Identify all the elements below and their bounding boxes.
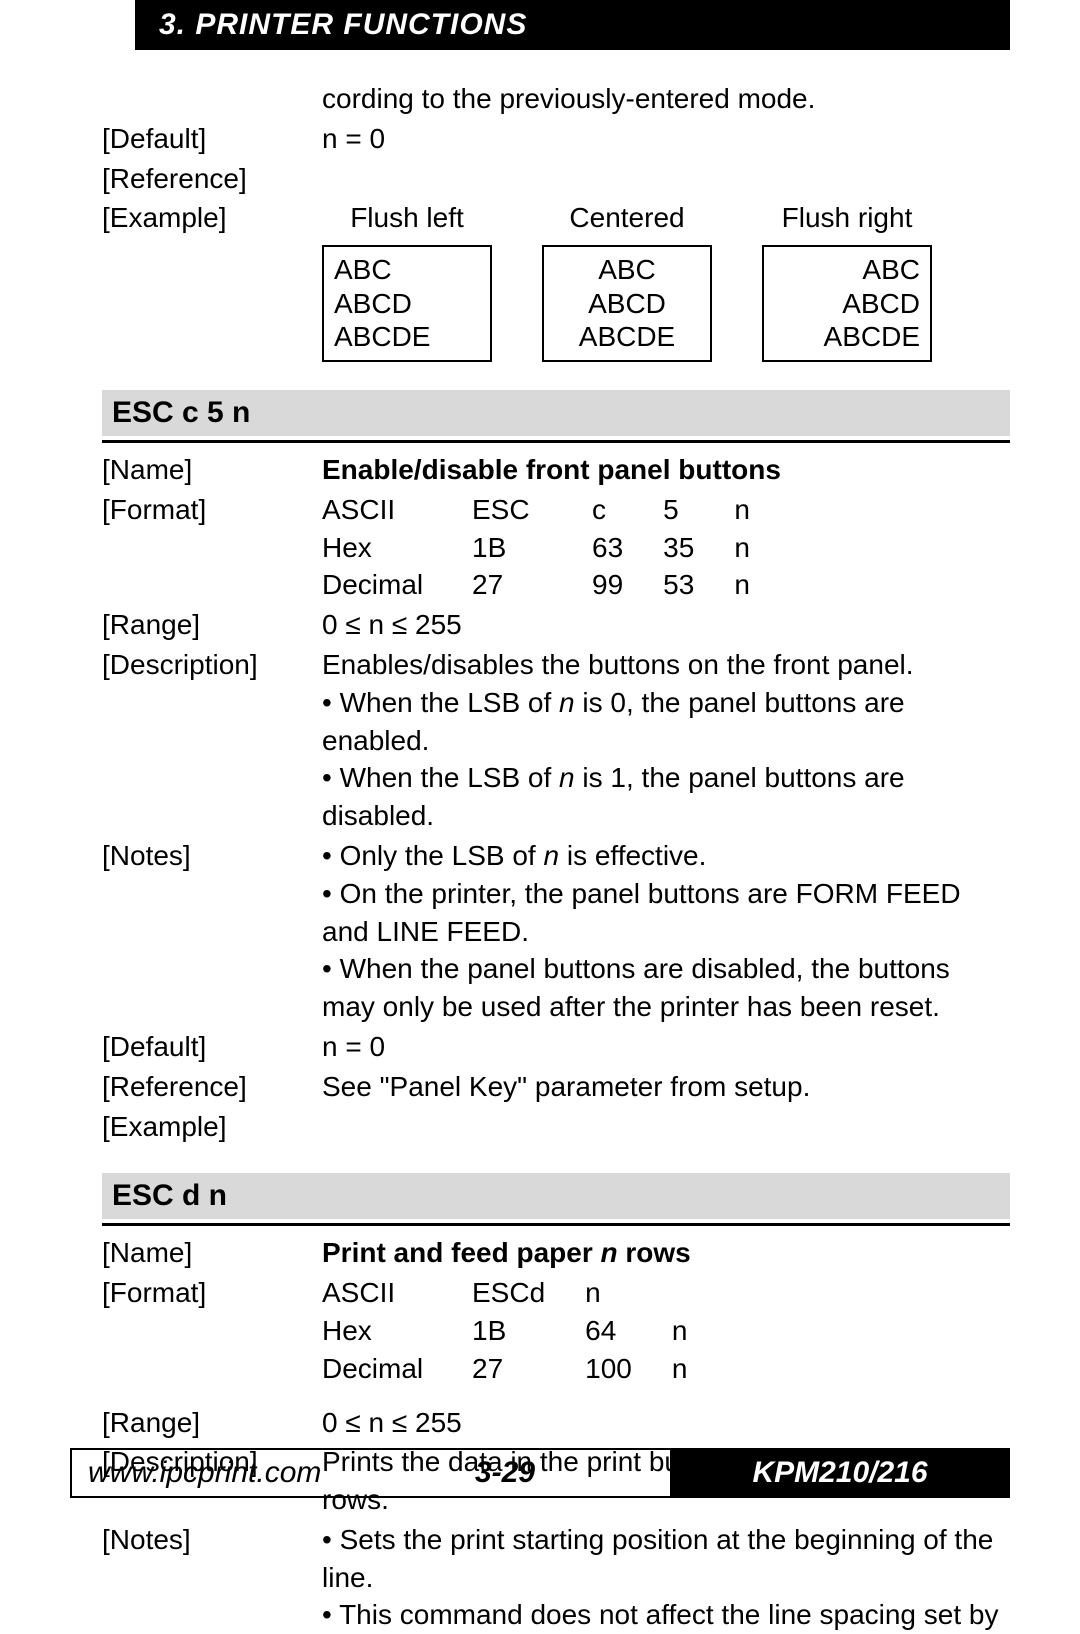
example-label-2: [Example] — [102, 1108, 322, 1146]
format-table-2: ASCII ESCd n Hex 1B 64 n Decimal 27 100 … — [322, 1274, 727, 1387]
reference-label: [Reference] — [102, 160, 322, 198]
notes-label-2: [Notes] — [102, 1521, 322, 1559]
name-label: [Name] — [102, 451, 322, 489]
footer-bar: www.ipcprint.com 3-29 KPM210/216 — [70, 1448, 1010, 1498]
notes-label: [Notes] — [102, 837, 322, 875]
range-value-2: 0 ≤ n ≤ 255 — [322, 1404, 1010, 1442]
page-body: cording to the previously-entered mode. … — [0, 50, 1080, 1634]
footer-page: 3-29 — [340, 1448, 670, 1498]
footer-url: www.ipcprint.com — [70, 1448, 340, 1498]
example-boxes: Flush left ABC ABCD ABCDE Centered ABC A… — [322, 199, 1010, 362]
reference-label-2: [Reference] — [102, 1068, 322, 1106]
reference-value-2: See "Panel Key" parameter from setup. — [322, 1068, 1010, 1106]
footer-model: KPM210/216 — [670, 1448, 1010, 1498]
header-title: 3. PRINTER FUNCTIONS — [159, 8, 527, 41]
range-label-2: [Range] — [102, 1404, 322, 1442]
header-bar: 3. PRINTER FUNCTIONS — [135, 0, 1010, 50]
name-label-2: [Name] — [102, 1234, 322, 1272]
ex-box-center: ABC ABCD ABCDE — [542, 245, 712, 362]
default-label-2: [Default] — [102, 1028, 322, 1066]
range-value: 0 ≤ n ≤ 255 — [322, 606, 1010, 644]
ex-header-left: Flush left — [350, 199, 464, 237]
ex-header-center: Centered — [569, 199, 684, 237]
cording-line: cording to the previously-entered mode. — [322, 80, 1010, 118]
esc-dn-header: ESC d n — [102, 1173, 1010, 1219]
separator-2 — [102, 1223, 1010, 1226]
notes-value-2: • Sets the print starting position at th… — [322, 1521, 1010, 1634]
esc-c5n-header: ESC c 5 n — [102, 390, 1010, 436]
ex-box-right: ABC ABCD ABCDE — [762, 245, 932, 362]
default-label: [Default] — [102, 120, 322, 158]
format-label: [Format] — [102, 491, 322, 604]
separator — [102, 440, 1010, 443]
range-label: [Range] — [102, 606, 322, 644]
format-label-2: [Format] — [102, 1274, 322, 1387]
default-value-2: n = 0 — [322, 1028, 1010, 1066]
notes-value: • Only the LSB of n is effective. • On t… — [322, 837, 1010, 1026]
name-value-2: Print and feed paper n rows — [322, 1234, 1010, 1272]
spacer — [102, 80, 322, 118]
description-label: [Description] — [102, 646, 322, 684]
name-value: Enable/disable front panel buttons — [322, 451, 1010, 489]
default-value: n = 0 — [322, 120, 1010, 158]
ex-box-left: ABC ABCD ABCDE — [322, 245, 492, 362]
format-table: ASCII ESC c 5 n Hex 1B 63 35 n Decimal 2… — [322, 491, 790, 604]
ex-header-right: Flush right — [782, 199, 913, 237]
description-value: Enables/disables the buttons on the fron… — [322, 646, 1010, 835]
example-label: [Example] — [102, 199, 322, 237]
